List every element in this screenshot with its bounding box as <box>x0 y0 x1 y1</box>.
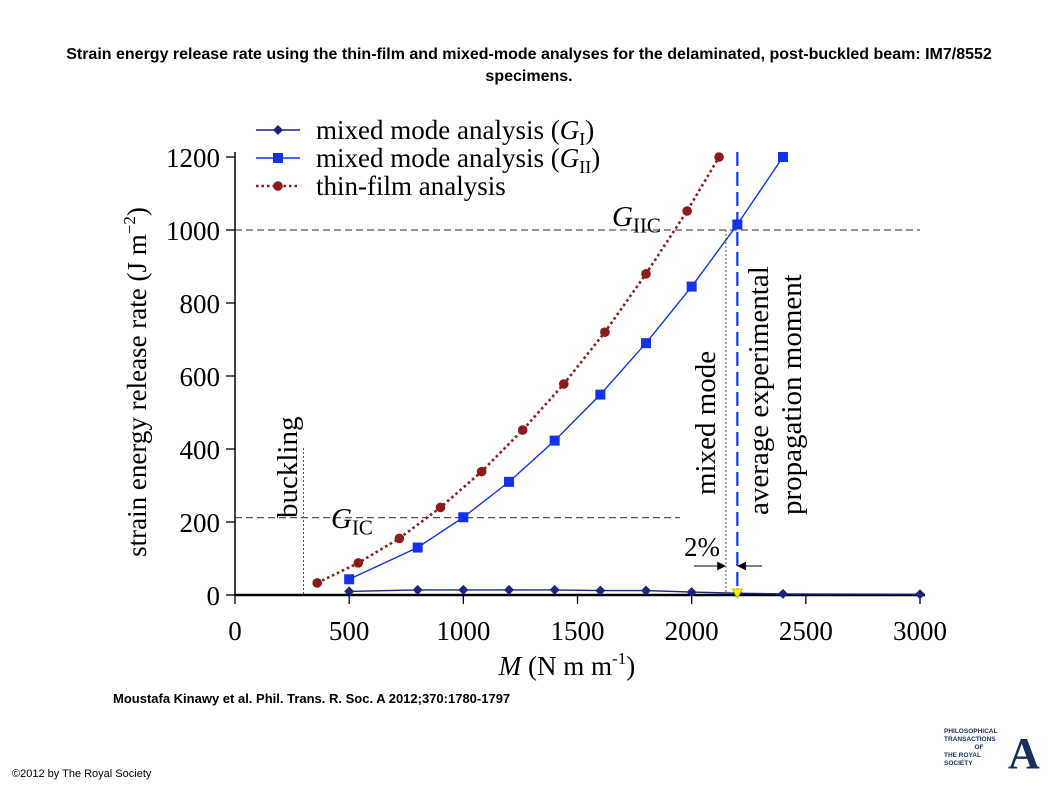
data-point-1-3 <box>504 476 514 487</box>
data-point-2-2 <box>394 533 405 544</box>
x-tick-label: 1000 <box>436 616 490 646</box>
logo-letter: A <box>1008 729 1040 778</box>
data-point-1-8 <box>732 219 743 230</box>
series-line-2 <box>316 156 721 585</box>
data-point-2-6 <box>559 379 569 389</box>
data-point-2-4 <box>476 466 487 477</box>
x-tick-label: 0 <box>228 616 242 646</box>
citation: Moustafa Kinawy et al. Phil. Trans. R. S… <box>113 691 511 706</box>
data-point-0-10 <box>915 589 925 600</box>
data-point-2-0 <box>312 578 323 588</box>
x-tick-label: 2000 <box>665 616 719 646</box>
data-point-0-1 <box>412 584 423 595</box>
data-point-0-9 <box>778 588 788 599</box>
data-point-0-5 <box>595 585 606 596</box>
data-point-1-6 <box>641 338 651 349</box>
data-point-2-3 <box>435 502 446 513</box>
data-point-1-2 <box>458 512 469 523</box>
legend-marker-2 <box>273 181 283 191</box>
journal-logo: PHILOSOPHICAL TRANSACTIONS OF THE ROYAL … <box>944 728 1040 778</box>
x-tick-label: 500 <box>329 616 370 646</box>
data-point-2-7 <box>600 327 610 338</box>
data-point-2-5 <box>517 425 528 435</box>
label-gic: GIC <box>331 503 373 539</box>
legend-label-2: thin-film analysis <box>316 171 506 201</box>
legend-label-0: mixed mode analysis (GI) <box>316 115 594 149</box>
logo-line-2: TRANSACTIONS <box>944 736 996 743</box>
annotations: 2% <box>684 532 762 599</box>
data-point-0-7 <box>686 587 697 598</box>
legend: mixed mode analysis (GI)mixed mode analy… <box>256 115 600 201</box>
y-tick-label: 0 <box>207 581 221 611</box>
x-axis-label: M (N m m-1) <box>498 649 635 681</box>
label-buckling: buckling <box>272 417 304 519</box>
x-tick-label: 2500 <box>779 616 833 646</box>
y-tick-label: 1000 <box>166 216 220 246</box>
logo-line-1: PHILOSOPHICAL <box>944 728 998 735</box>
data-point-0-3 <box>504 584 514 595</box>
series-line-1 <box>348 156 784 580</box>
data-point-1-4 <box>549 435 560 446</box>
logo-line-3: OF <box>974 744 984 751</box>
data-point-1-0 <box>344 574 355 585</box>
data-point-1-9 <box>778 152 788 162</box>
y-tick-label: 800 <box>180 289 221 319</box>
data-point-1-5 <box>595 389 606 400</box>
y-axis-label: strain energy release rate (J m−2) <box>120 207 152 557</box>
legend-marker-0 <box>273 125 283 135</box>
data-point-2-10 <box>714 152 724 162</box>
data-point-0-2 <box>458 584 469 595</box>
data-point-2-8 <box>641 269 651 279</box>
legend-marker-1 <box>273 153 283 163</box>
y-tick-label: 200 <box>180 508 221 538</box>
figure-title: Strain energy release rate using the thi… <box>66 46 992 85</box>
legend-label-1: mixed mode analysis (GII) <box>316 143 600 177</box>
y-tick-label: 400 <box>180 435 221 465</box>
data-point-2-1 <box>353 558 364 568</box>
axis-highlight-marker <box>731 588 744 599</box>
label-two-percent: 2% <box>684 532 720 562</box>
data-point-1-7 <box>686 281 697 292</box>
x-tick-label: 3000 <box>893 616 947 646</box>
x-tick-label: 1500 <box>551 616 605 646</box>
data-point-0-6 <box>641 585 651 596</box>
data-point-2-9 <box>682 206 692 216</box>
series-line-0 <box>349 589 921 595</box>
data-point-0-4 <box>549 584 560 595</box>
logo-line-5: SOCIETY <box>944 760 973 767</box>
reference-lines: GIIC GIC buckling mixed mode average experim… <box>235 152 920 595</box>
copyright: ©2012 by The Royal Society <box>12 768 152 780</box>
axes: 0 500 1000 1500 2000 2500 3000 0 200 400 600 800 100… <box>120 143 947 681</box>
y-tick-label: 1200 <box>166 143 220 173</box>
data-point-1-1 <box>412 542 423 553</box>
y-tick-label: 600 <box>180 362 221 392</box>
data-point-0-0 <box>344 586 355 597</box>
label-average-experimental-1: average experimental <box>743 266 775 515</box>
logo-line-4: THE ROYAL <box>944 752 981 759</box>
label-giic: GIIC <box>612 201 661 237</box>
label-average-experimental-2: propagation moment <box>776 274 808 515</box>
label-mixed-mode: mixed mode <box>690 351 722 495</box>
